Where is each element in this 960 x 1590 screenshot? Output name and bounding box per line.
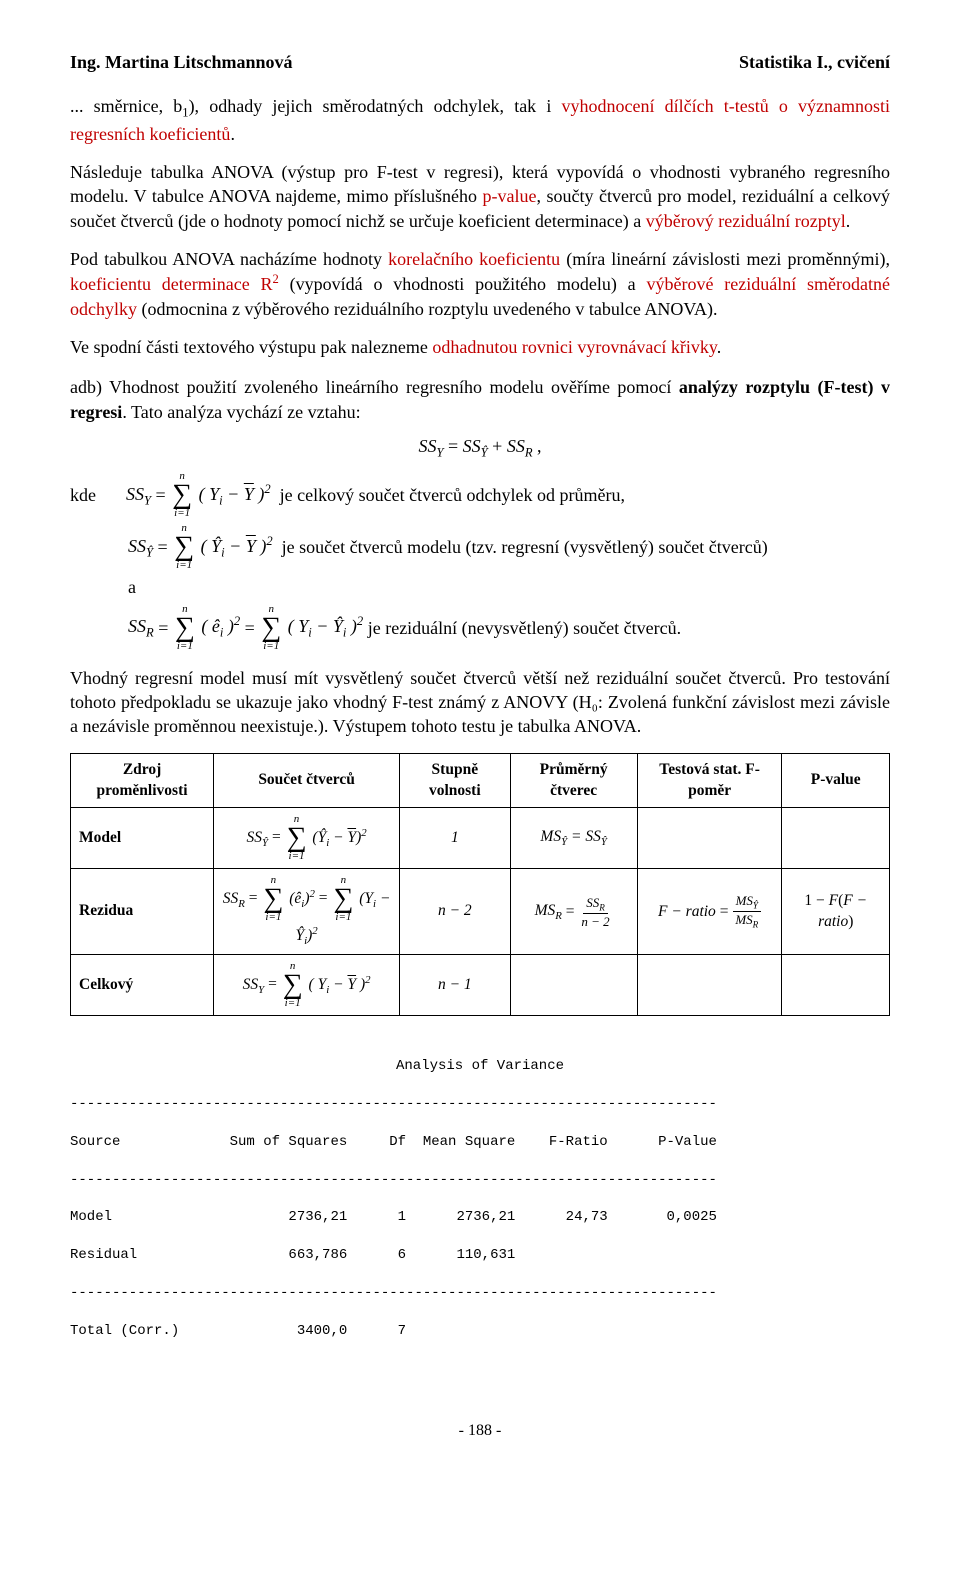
table-header-row: Zdroj proměnlivosti Součet čtverců Stupn… (71, 753, 890, 808)
para-4: Ve spodní části textového výstupu pak na… (70, 335, 890, 359)
para-2: Následuje tabulka ANOVA (výstup pro F-te… (70, 160, 890, 233)
para-3: Pod tabulkou ANOVA nacházíme hodnoty kor… (70, 247, 890, 321)
para-6: Vhodný regresní model musí mít vysvětlen… (70, 666, 890, 739)
eq-line-3: SSR = n∑i=1 ( êi )2 = n∑i=1 ( Yi − Ŷi )2… (70, 604, 890, 652)
table-row: Model SSŶ = n∑i=1 (Ŷi − Y)2 1 MSŶ = SSŶ (71, 808, 890, 869)
page-header: Ing. Martina Litschmannová Statistika I.… (70, 50, 890, 74)
table-row: Rezidua SSR = n∑i=1 (êi)2 = n∑i=1 (Yi − … (71, 869, 890, 955)
eq-a: a (70, 575, 890, 599)
table-row: Celkový SSY = n∑i=1 ( Yi − Y )2 n − 1 (71, 955, 890, 1016)
header-left: Ing. Martina Litschmannová (70, 50, 293, 74)
analysis-of-variance-output: Analysis of Variance -------------------… (70, 1038, 890, 1359)
anova-table: Zdroj proměnlivosti Součet čtverců Stupn… (70, 753, 890, 1017)
eq-center: SSY = SSŶ + SSR , (70, 434, 890, 462)
header-right: Statistika I., cvičení (739, 50, 890, 74)
page-number: - 188 - (70, 1420, 890, 1442)
para-5-fix: adb) Vhodnost použití zvoleného lineární… (70, 373, 890, 424)
eq-line-2: SSŶ = n∑i=1 ( Ŷi − Y )2 je součet čtverc… (70, 523, 890, 571)
para-1: ... směrnice, b1), odhady jejich směroda… (70, 94, 890, 146)
eq-line-1: kde SSY = n∑i=1 ( Yi − Y )2 je celkový s… (70, 471, 890, 519)
